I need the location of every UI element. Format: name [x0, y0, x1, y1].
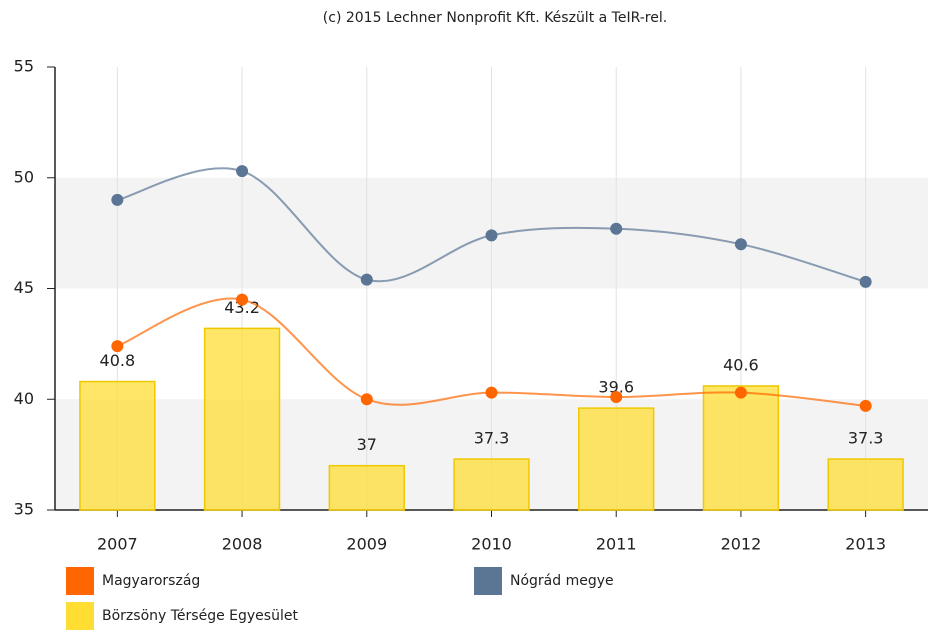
- marker: [236, 165, 249, 178]
- marker: [111, 193, 124, 206]
- marker: [610, 222, 623, 235]
- x-tick-label: 2009: [346, 535, 387, 554]
- marker: [360, 273, 373, 286]
- x-tick-label: 2008: [222, 535, 263, 554]
- bar: [203, 327, 281, 511]
- y-tick-label: 55: [14, 57, 34, 76]
- data-label: 37: [357, 435, 377, 454]
- marker: [236, 293, 249, 306]
- marker: [485, 229, 498, 242]
- legend-label: Börzsöny Térsége Egyesület: [102, 608, 298, 624]
- marker: [859, 399, 872, 412]
- marker: [111, 340, 124, 353]
- y-tick-label: 35: [14, 500, 34, 519]
- data-label: 39.6: [598, 378, 634, 397]
- data-label: 40.6: [723, 355, 759, 374]
- marker: [734, 386, 747, 399]
- marker: [485, 386, 498, 399]
- y-tick-label: 45: [14, 278, 34, 297]
- marker: [734, 238, 747, 251]
- bar: [453, 458, 530, 511]
- bar: [702, 385, 780, 511]
- chart-title: (c) 2015 Lechner Nonprofit Kft. Készült …: [323, 10, 667, 26]
- marker: [859, 275, 872, 288]
- x-tick-label: 2012: [721, 535, 762, 554]
- bar: [578, 407, 655, 511]
- x-tick-label: 2010: [471, 535, 512, 554]
- bar: [79, 380, 156, 511]
- data-label: 40.8: [100, 351, 136, 370]
- legend-label: Magyarország: [102, 573, 200, 589]
- bar: [827, 458, 904, 511]
- data-label: 37.3: [848, 429, 884, 448]
- data-label: 37.3: [474, 429, 510, 448]
- bar: [328, 464, 405, 511]
- legend-label: Nógrád megye: [510, 573, 614, 589]
- y-tick-label: 40: [14, 389, 34, 408]
- legend-swatch: [66, 602, 94, 630]
- legend-swatch: [474, 567, 502, 595]
- y-tick-label: 50: [14, 167, 34, 186]
- x-tick-label: 2007: [97, 535, 138, 554]
- marker: [610, 391, 623, 404]
- x-tick-label: 2013: [845, 535, 886, 554]
- marker: [360, 393, 373, 406]
- x-tick-label: 2011: [596, 535, 637, 554]
- legend-swatch: [66, 567, 94, 595]
